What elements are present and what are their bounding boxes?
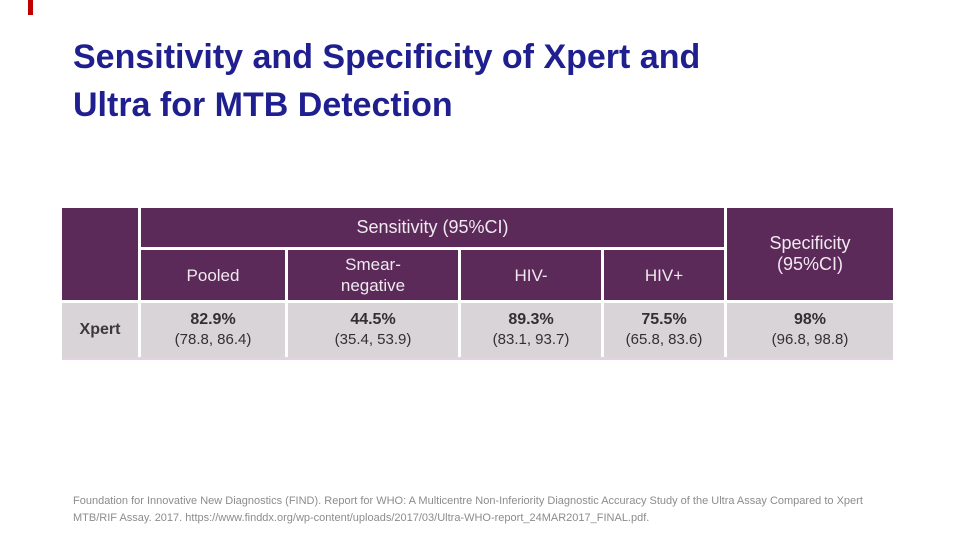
column-header-pooled: Pooled [141, 250, 285, 300]
column-header-hiv-positive: HIV+ [604, 250, 724, 300]
page-title: Sensitivity and Specificity of Xpert and… [73, 38, 701, 124]
table-cell-hiv-negative: 89.3% (83.1, 93.7) [461, 303, 601, 357]
estimate-value: 98% [793, 311, 827, 328]
column-header-smear-negative: Smear- negative [288, 250, 458, 300]
confidence-interval: (65.8, 83.6) [625, 331, 703, 348]
red-accent-dash [28, 0, 33, 15]
confidence-interval: (35.4, 53.9) [334, 331, 412, 348]
table-corner-cell [62, 208, 138, 300]
estimate-value: 44.5% [350, 311, 396, 328]
row-label-text: Xpert [79, 321, 121, 338]
table-cell-specificity: 98% (96.8, 98.8) [727, 303, 893, 357]
confidence-interval: (96.8, 98.8) [771, 331, 849, 348]
citation-line-2: MTB/RIF Assay. 2017. https://www.finddx.… [73, 512, 650, 524]
sensitivity-group-header: Sensitivity (95%CI) [141, 208, 724, 247]
confidence-interval: (78.8, 86.4) [174, 331, 252, 348]
table-cell-hiv-positive: 75.5% (65.8, 83.6) [604, 303, 724, 357]
estimate-value: 75.5% [641, 311, 687, 328]
table-cell-smear-negative: 44.5% (35.4, 53.9) [288, 303, 458, 357]
table-cell-pooled: 82.9% (78.8, 86.4) [141, 303, 285, 357]
citation-footer: Foundation for Innovative New Diagnostic… [73, 493, 893, 527]
column-header-hiv-negative: HIV- [461, 250, 601, 300]
citation-line-1: Foundation for Innovative New Diagnostic… [73, 495, 863, 507]
confidence-interval: (83.1, 93.7) [492, 331, 570, 348]
estimate-value: 82.9% [190, 311, 236, 328]
sensitivity-specificity-table: Sensitivity (95%CI) Specificity (95%CI) … [62, 208, 893, 360]
specificity-group-header: Specificity (95%CI) [727, 208, 893, 300]
estimate-value: 89.3% [508, 311, 554, 328]
row-label-xpert: Xpert [62, 303, 138, 357]
